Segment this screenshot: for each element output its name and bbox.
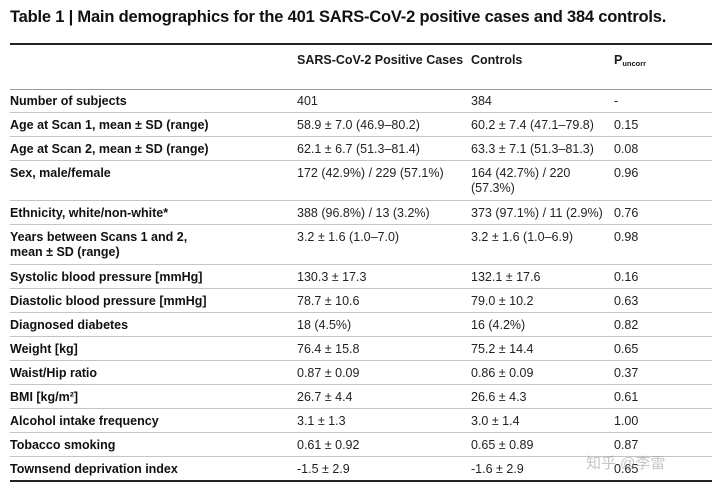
p-value: 0.96 (614, 166, 639, 180)
table-body: Number of subjects 401 384 - Age at Scan… (10, 89, 712, 482)
header-controls: Controls (471, 53, 523, 67)
controls-value: 132.1 ± 17.6 (471, 270, 541, 284)
p-value: 0.87 (614, 438, 639, 452)
cases-value: 0.61 ± 0.92 (297, 438, 360, 452)
row-label: Tobacco smoking (10, 438, 116, 452)
table-row: Age at Scan 2, mean ± SD (range) 62.1 ± … (10, 137, 712, 161)
controls-value: 0.86 ± 0.09 (471, 366, 534, 380)
p-value: 0.16 (614, 270, 639, 284)
p-value: 0.98 (614, 230, 639, 244)
cases-value: 388 (96.8%) / 13 (3.2%) (297, 206, 430, 220)
table-row: Years between Scans 1 and 2, mean ± SD (… (10, 225, 712, 265)
controls-value: 63.3 ± 7.1 (51.3–81.3) (471, 142, 594, 156)
row-label: Diagnosed diabetes (10, 318, 129, 332)
p-value: 0.08 (614, 142, 639, 156)
table-row: Number of subjects 401 384 - (10, 89, 712, 113)
table-title: Table 1 | Main demographics for the 401 … (10, 8, 667, 26)
header-p-sub: uncorr (622, 59, 647, 68)
table-row: BMI [kg/m²] 26.7 ± 4.4 26.6 ± 4.3 0.61 (10, 385, 712, 409)
row-label: Ethnicity, white/non-white* (10, 206, 169, 220)
controls-value: 373 (97.1%) / 11 (2.9%) (471, 206, 603, 220)
cases-value: 58.9 ± 7.0 (46.9–80.2) (297, 118, 420, 132)
cases-value: 26.7 ± 4.4 (297, 390, 353, 404)
row-label: Sex, male/female (10, 166, 111, 180)
table-row: Systolic blood pressure [mmHg] 130.3 ± 1… (10, 265, 712, 289)
row-label: Number of subjects (10, 94, 127, 108)
cases-value: 130.3 ± 17.3 (297, 270, 367, 284)
controls-value: 3.2 ± 1.6 (1.0–6.9) (471, 230, 574, 244)
p-value: 0.63 (614, 294, 639, 308)
p-value: 0.76 (614, 206, 639, 220)
header-cases: SARS-CoV-2 Positive Cases (297, 53, 464, 67)
cases-value: 78.7 ± 10.6 (297, 294, 360, 308)
p-value: 0.61 (614, 390, 639, 404)
cases-value: 76.4 ± 15.8 (297, 342, 360, 356)
table-header: SARS-CoV-2 Positive Cases Controls Punco… (10, 45, 712, 90)
p-value: - (614, 94, 619, 108)
cases-value: 0.87 ± 0.09 (297, 366, 360, 380)
cases-value: 3.2 ± 1.6 (1.0–7.0) (297, 230, 400, 244)
row-label: Systolic blood pressure [mmHg] (10, 270, 203, 284)
header-p-uncorr: Puncorr (614, 53, 704, 71)
controls-value: 75.2 ± 14.4 (471, 342, 534, 356)
p-value: 0.82 (614, 318, 639, 332)
controls-value: 164 (42.7%) / 220 (57.3%) (471, 166, 571, 195)
row-label: Years between Scans 1 and 2, mean ± SD (… (10, 230, 188, 259)
table-row: Alcohol intake frequency 3.1 ± 1.3 3.0 ±… (10, 409, 712, 433)
controls-value: 0.65 ± 0.89 (471, 438, 534, 452)
cases-value: 3.1 ± 1.3 (297, 414, 346, 428)
row-label: BMI [kg/m²] (10, 390, 79, 404)
row-label: Diastolic blood pressure [mmHg] (10, 294, 207, 308)
cases-value: -1.5 ± 2.9 (297, 462, 350, 476)
row-label: Age at Scan 1, mean ± SD (range) (10, 118, 209, 132)
table-row: Sex, male/female 172 (42.9%) / 229 (57.1… (10, 161, 712, 201)
row-label: Waist/Hip ratio (10, 366, 98, 380)
table-row: Diagnosed diabetes 18 (4.5%) 16 (4.2%) 0… (10, 313, 712, 337)
cases-value: 18 (4.5%) (297, 318, 352, 332)
p-value: 0.65 (614, 462, 639, 476)
table-row: Tobacco smoking 0.61 ± 0.92 0.65 ± 0.89 … (10, 433, 712, 457)
controls-value: -1.6 ± 2.9 (471, 462, 524, 476)
controls-value: 384 (471, 94, 492, 108)
row-label: Age at Scan 2, mean ± SD (range) (10, 142, 209, 156)
controls-value: 3.0 ± 1.4 (471, 414, 520, 428)
p-value: 0.65 (614, 342, 639, 356)
table-row: Age at Scan 1, mean ± SD (range) 58.9 ± … (10, 113, 712, 137)
p-value: 1.00 (614, 414, 639, 428)
cases-value: 172 (42.9%) / 229 (57.1%) (297, 166, 444, 180)
cases-value: 401 (297, 94, 318, 108)
controls-value: 16 (4.2%) (471, 318, 526, 332)
table-row: Weight [kg] 76.4 ± 15.8 75.2 ± 14.4 0.65 (10, 337, 712, 361)
controls-value: 79.0 ± 10.2 (471, 294, 534, 308)
row-label: Weight [kg] (10, 342, 78, 356)
controls-value: 26.6 ± 4.3 (471, 390, 527, 404)
watermark-text: 知乎 @李雷 (586, 455, 666, 472)
table-row: Waist/Hip ratio 0.87 ± 0.09 0.86 ± 0.09 … (10, 361, 712, 385)
controls-value: 60.2 ± 7.4 (47.1–79.8) (471, 118, 594, 132)
table-row: Diastolic blood pressure [mmHg] 78.7 ± 1… (10, 289, 712, 313)
top-rule (10, 43, 712, 45)
table-row: Townsend deprivation index -1.5 ± 2.9 -1… (10, 457, 712, 482)
row-label: Townsend deprivation index (10, 462, 178, 476)
cases-value: 62.1 ± 6.7 (51.3–81.4) (297, 142, 420, 156)
p-value: 0.37 (614, 366, 639, 380)
header-p-main: P (614, 53, 623, 67)
row-label: Alcohol intake frequency (10, 414, 159, 428)
table-row: Ethnicity, white/non-white* 388 (96.8%) … (10, 201, 712, 225)
p-value: 0.15 (614, 118, 639, 132)
